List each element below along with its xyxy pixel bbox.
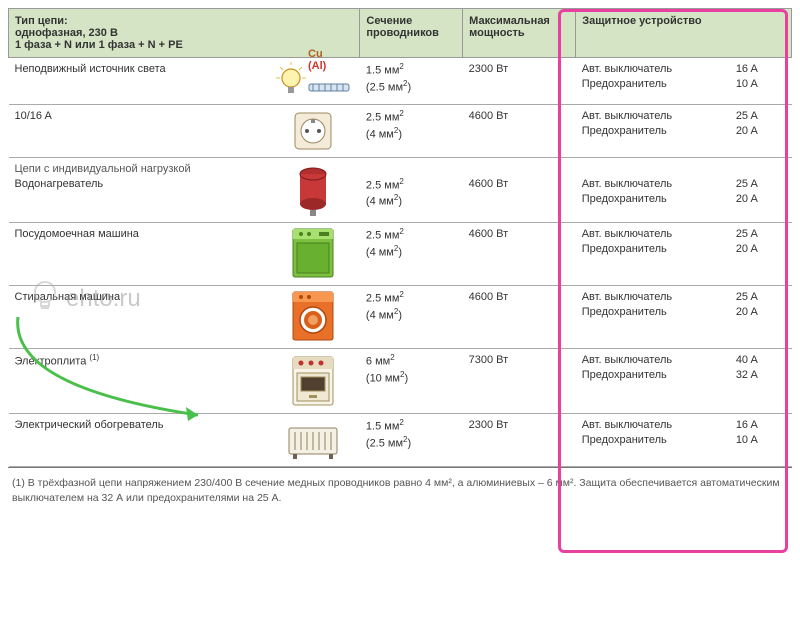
row-power: 4600 Вт	[463, 158, 576, 223]
row-protection: Авт. выключатель Предохранитель	[576, 349, 730, 414]
table-row: Цепи с индивидуальной нагрузкой Водонагр…	[9, 158, 792, 223]
row-protection: Авт. выключатель Предохранитель	[576, 105, 730, 158]
row-section: 1.5 мм2 (2.5 мм2)	[360, 414, 463, 467]
table-row: Электроплита (1) 6 мм2 (10 мм2) 7300 Вт …	[9, 349, 792, 414]
water-heater-icon	[265, 158, 360, 223]
row-name: Неподвижный источник света	[9, 58, 266, 105]
washing-machine-icon	[265, 286, 360, 349]
cu-al-label: Cu (Al)	[308, 48, 326, 72]
row-amps: 16 A 10 A	[730, 58, 792, 105]
header-type-sub2: 1 фаза + N или 1 фаза + N + PE	[15, 39, 183, 51]
row-protection: Авт. выключатель Предохранитель	[576, 286, 730, 349]
row-name: Посудомоечная машина	[9, 223, 266, 286]
table-row: Посудомоечная машина 2.5 мм2 (4 мм2) 460…	[9, 223, 792, 286]
header-section: Сечение проводников	[360, 9, 463, 58]
row-section: 2.5 мм2 (4 мм2)	[360, 223, 463, 286]
circuits-table: Тип цепи: однофазная, 230 В 1 фаза + N и…	[8, 8, 792, 467]
header-power: Максимальная мощность	[463, 9, 576, 58]
row-section: 2.5 мм2 (4 мм2)	[360, 158, 463, 223]
row-power: 4600 Вт	[463, 105, 576, 158]
row-section: 1.5 мм2 (2.5 мм2)	[360, 58, 463, 105]
row-power: 7300 Вт	[463, 349, 576, 414]
header-protection: Защитное устройство	[576, 9, 792, 58]
table-row: Неподвижный источник света 1.5 мм2 (2.5 …	[9, 58, 792, 105]
row-amps: 25 A 20 A	[730, 223, 792, 286]
row-amps: 25 A 20 A	[730, 105, 792, 158]
header-type-sub1: однофазная, 230 В	[15, 27, 118, 39]
row-power: 4600 Вт	[463, 286, 576, 349]
row-name: 10/16 A	[9, 105, 266, 158]
row-name: Стиральная машина	[9, 286, 266, 349]
row-protection: Авт. выключатель Предохранитель	[576, 223, 730, 286]
row-section: 2.5 мм2 (4 мм2)	[360, 105, 463, 158]
row-amps: 40 A 32 A	[730, 349, 792, 414]
row-protection: Авт. выключатель Предохранитель	[576, 158, 730, 223]
table-row: Стиральная машина 2.5 мм2 (4 мм2) 4600 В…	[9, 286, 792, 349]
row-protection: Авт. выключатель Предохранитель	[576, 414, 730, 467]
dishwasher-icon	[265, 223, 360, 286]
row-name: Электрический обогреватель	[9, 414, 266, 467]
row-amps: 25 A 20 A	[730, 286, 792, 349]
stove-icon	[265, 349, 360, 414]
row-amps: 25 A 20 A	[730, 158, 792, 223]
footnote: (1) В трёхфазной цепи напряжением 230/40…	[8, 467, 792, 509]
table-row: Электрический обогреватель 1.5 мм2 (2.5 …	[9, 414, 792, 467]
row-amps: 16 A 10 A	[730, 414, 792, 467]
row-power: 2300 Вт	[463, 58, 576, 105]
row-section: 2.5 мм2 (4 мм2)	[360, 286, 463, 349]
row-name: Электроплита (1)	[9, 349, 266, 414]
row-protection: Авт. выключатель Предохранитель	[576, 58, 730, 105]
header-type-title: Тип цепи:	[15, 15, 68, 27]
row-power: 4600 Вт	[463, 223, 576, 286]
row-section: 6 мм2 (10 мм2)	[360, 349, 463, 414]
row-power: 2300 Вт	[463, 414, 576, 467]
heater-icon	[265, 414, 360, 467]
row-name: Цепи с индивидуальной нагрузкой Водонагр…	[9, 158, 266, 223]
table-row: 10/16 A 2.5 мм2 (4 мм2) 4600 Вт Авт. вык…	[9, 105, 792, 158]
table-header-row: Тип цепи: однофазная, 230 В 1 фаза + N и…	[9, 9, 792, 58]
socket-icon	[265, 105, 360, 158]
